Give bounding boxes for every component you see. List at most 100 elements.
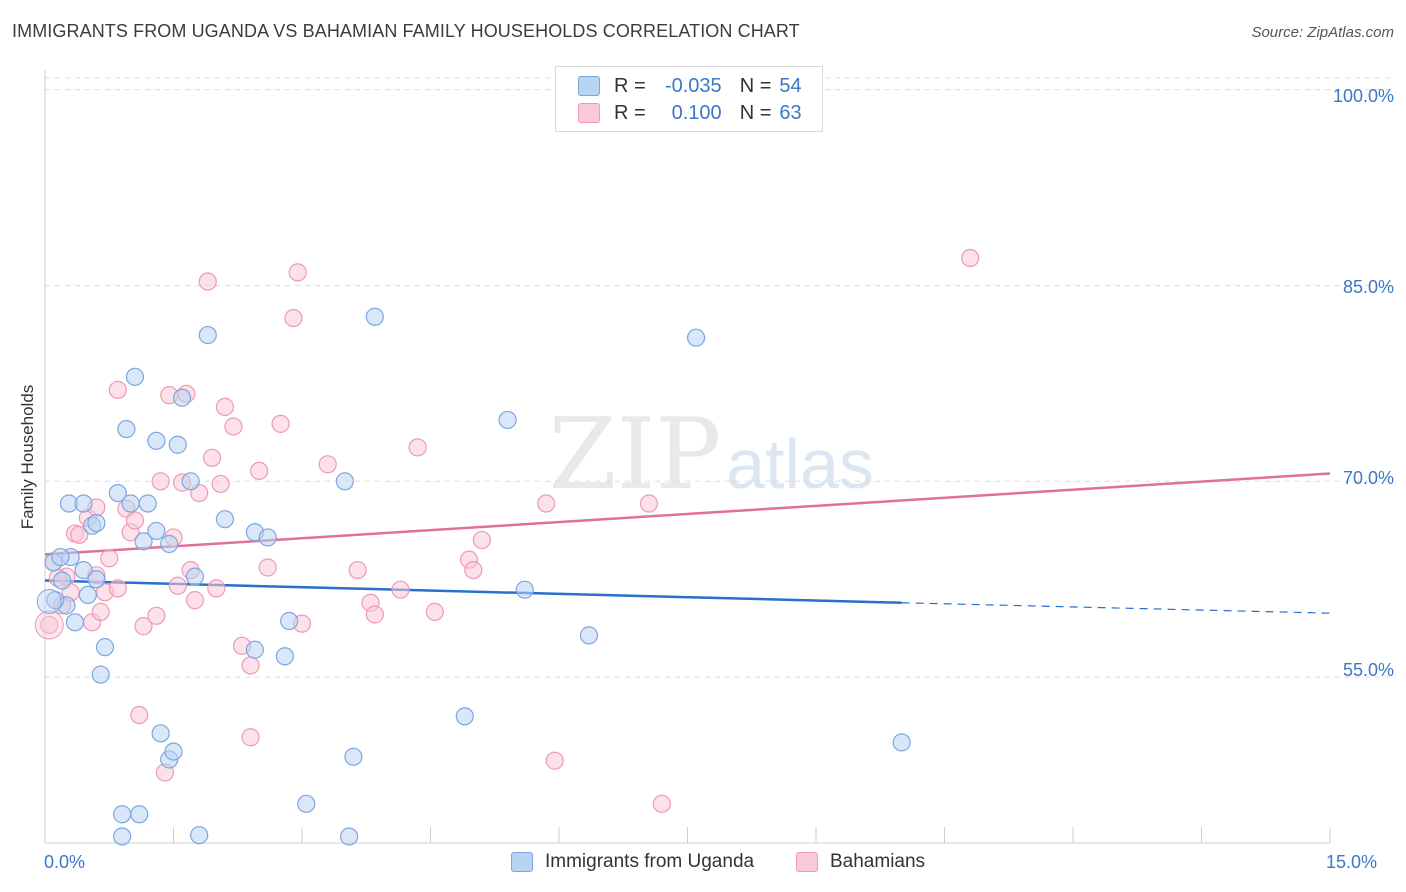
y-tick-label: 55.0% [1342,660,1394,680]
data-point [245,640,264,659]
data-point [130,805,149,824]
data-point [344,747,363,766]
legend-r-label: R = [614,101,646,124]
data-point [151,724,170,743]
data-point [185,591,205,610]
data-point [134,532,153,551]
y-tick-label: 85.0% [1342,277,1394,297]
data-point-cluster [36,588,62,614]
data-point [74,494,93,513]
data-point [391,580,410,599]
data-point [112,805,132,824]
x-tick-label-max: 15.0% [1326,852,1378,872]
data-point [340,827,359,846]
data-point [190,826,209,845]
data-point [70,525,89,544]
data-point [121,494,140,513]
data-point [125,367,145,386]
data-point [181,472,200,491]
data-point [147,606,166,625]
data-point [147,521,166,541]
watermark-zip: ZIP [549,398,722,512]
legend-swatch-bahamians [578,103,600,123]
data-point [95,638,115,657]
data-point [100,549,119,568]
data-point [40,615,59,635]
data-point [74,560,93,580]
data-point [112,827,132,846]
data-point [160,534,179,554]
x-tick-label-min: 0.0% [44,852,86,872]
data-point [258,558,277,577]
trend-line-uganda [44,579,902,604]
legend-n-value: 54 [779,74,802,97]
data-point [275,647,294,666]
data-point [318,455,337,474]
legend-row-uganda: R = -0.035 N = 54 [578,73,802,99]
data-point [961,248,980,268]
data-point [87,570,106,589]
data-point [892,733,911,752]
data-point [198,272,217,291]
data-point [147,431,166,450]
data-point [280,611,299,631]
data-point [138,494,157,513]
data-point [639,494,659,513]
data-point [284,308,303,328]
data-point [211,474,230,494]
data-point [464,560,483,580]
y-tick-label: 100.0% [1332,86,1394,106]
data-point [91,665,110,684]
data-point [348,560,367,580]
data-point [258,528,277,547]
data-point [537,494,556,513]
data-point [168,435,187,454]
data-point [168,576,187,595]
legend-r-value: -0.035 [664,74,722,97]
legend-item-uganda[interactable]: Immigrants from Uganda [511,851,754,873]
data-point [250,461,269,480]
grid-lines [45,77,1395,678]
legend-item-bahamians[interactable]: Bahamians [796,851,925,873]
legend-swatch-uganda [511,852,533,872]
data-point [164,742,183,761]
legend-label-uganda: Immigrants from Uganda [545,851,755,872]
legend-n-label: N = [739,101,772,124]
legend-r-label: R = [614,74,646,97]
data-point [365,307,384,326]
data-point [91,602,110,621]
data-point [686,328,706,347]
scatter-points [34,248,980,846]
legend-swatch-bahamians [796,852,818,872]
data-point [335,472,354,491]
data-point [365,605,384,624]
data-point-cluster [34,610,64,640]
data-point [455,707,474,726]
data-point [117,419,136,439]
legend-r-value: 0.100 [671,101,722,124]
series-legend: Immigrants from Uganda Bahamians [0,851,1406,879]
data-point [198,325,217,345]
data-point [297,794,316,813]
watermark-atlas: atlas [726,425,874,503]
data-point [65,613,85,632]
data-point [134,617,153,636]
data-point [215,397,234,416]
correlation-legend: R = -0.035 N = 54 R = 0.100 N = 63 [555,66,823,132]
trend-line-bahamians [44,472,1331,556]
data-point [472,530,491,550]
data-point [498,410,517,430]
data-point [579,626,599,645]
legend-row-bahamians: R = 0.100 N = 63 [578,100,802,126]
legend-swatch-uganda [578,76,600,96]
source-credit: Source: ZipAtlas.com [1251,24,1394,41]
legend-n-label: N = [739,74,772,97]
data-point [78,585,97,605]
chart-title: IMMIGRANTS FROM UGANDA VS BAHAMIAN FAMIL… [12,21,800,41]
data-point [652,794,671,813]
data-point [545,751,564,770]
legend-label-bahamians: Bahamians [830,851,926,872]
data-point [51,547,70,567]
axes [44,70,1331,844]
